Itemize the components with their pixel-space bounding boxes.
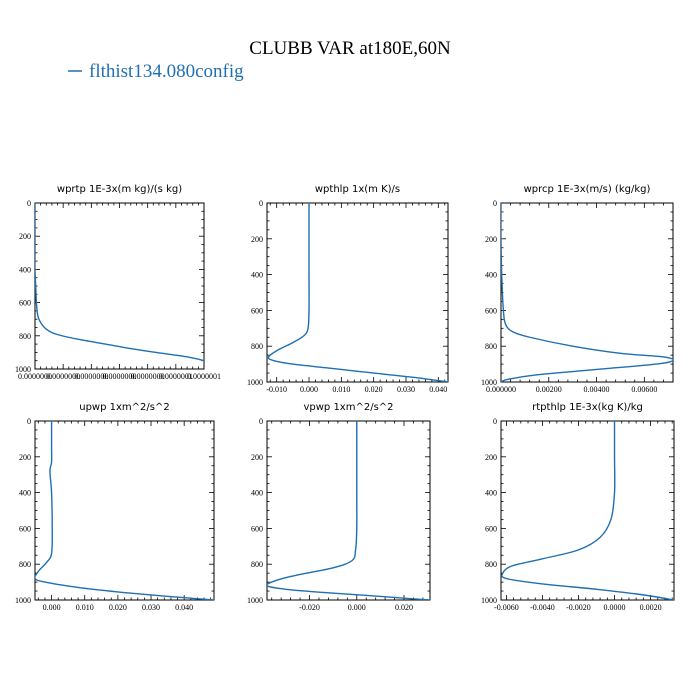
panel-title: rtpthlp 1E-3x(kg K)/kg — [532, 402, 643, 413]
panels: wprtp 1E-3x(m kg)/(s kg) 0 200 400 600 800 100… — [15, 184, 675, 612]
y-tick-label: 200 — [251, 235, 263, 244]
y-tick-label: 600 — [251, 306, 263, 315]
legend-label: flthist134.080config — [89, 61, 244, 82]
panel-1: wprtp 1E-3x(m kg)/(s kg) 0 200 400 600 800 100… — [15, 184, 221, 381]
x-tick-label: 0.020 — [109, 603, 127, 612]
panel-frame — [34, 420, 215, 601]
legend: flthist134.080config — [68, 61, 244, 82]
y-tick-label: 200 — [485, 453, 497, 462]
y-tick-label: 0 — [259, 199, 263, 208]
panel-title: vpwp 1xm^2/s^2 — [303, 402, 393, 413]
panel-title: wpthlp 1x(m K)/s — [315, 184, 400, 195]
x-tick-label: 0.000 — [348, 603, 366, 612]
x-tick-label: 0.00600 — [631, 385, 657, 394]
y-tick-label: 200 — [19, 453, 31, 462]
y-tick-label: 1000 — [15, 596, 31, 605]
panel-6: rtpthlp 1E-3x(kg K)/kg02004006008001000-… — [481, 402, 675, 612]
y-tick-label: 800 — [19, 560, 31, 569]
y-tick-label: 1000 — [481, 378, 497, 387]
panel-4: upwp 1xm^2/s^2 0 200 400 600 800 1000 0.000 0.01… — [15, 402, 215, 612]
series-line — [35, 421, 214, 600]
x-tick-label: 0.0000001 — [159, 372, 193, 381]
y-tick-label: 200 — [19, 232, 31, 241]
y-tick-label: 600 — [19, 524, 31, 533]
x-tick-label: 0.030 — [142, 603, 160, 612]
y-tick-label: 400 — [19, 265, 31, 274]
y-tick-label: 0 — [27, 417, 31, 426]
panel-3: wprcp 1E-3x(m/s) (kg/kg) 0 200 400 600 800 100… — [481, 184, 674, 394]
panel-title: upwp 1xm^2/s^2 — [79, 402, 169, 413]
x-tick-label: -0.0060 — [494, 603, 519, 612]
panel-2: wpthlp 1x(m K)/s 0 200 400 600 800 1000-0.010 0… — [247, 184, 449, 394]
y-tick-label: 600 — [485, 306, 497, 315]
y-tick-label: 200 — [485, 235, 497, 244]
y-tick-label: 400 — [19, 489, 31, 498]
y-tick-label: 800 — [485, 560, 497, 569]
x-tick-label: 0.0000000 — [131, 372, 165, 381]
panel-frame — [266, 420, 431, 601]
x-tick-label: 0.00200 — [536, 385, 562, 394]
x-tick-label: 0.000 — [300, 385, 318, 394]
x-tick-label: 0.0000000 — [18, 372, 52, 381]
x-tick-label: 0.040 — [429, 385, 447, 394]
x-tick-label: -0.0020 — [566, 603, 591, 612]
y-tick-label: 400 — [251, 489, 263, 498]
x-tick-label: 0.000000 — [486, 385, 516, 394]
x-tick-label: -0.0040 — [530, 603, 555, 612]
x-tick-label: 0.0000000 — [46, 372, 80, 381]
x-tick-label: 0.010 — [332, 385, 350, 394]
panel-5: vpwp 1xm^2/s^2 0 200 400 600 800 1000 -0.020 0.0… — [247, 402, 431, 612]
y-tick-label: 400 — [485, 489, 497, 498]
y-tick-label: 0 — [493, 199, 497, 208]
y-tick-label: 1000 — [15, 365, 31, 374]
y-tick-label: 800 — [251, 342, 263, 351]
y-tick-label: 400 — [485, 271, 497, 280]
series-line — [267, 203, 448, 382]
panel-title: wprtp 1E-3x(m kg)/(s kg) — [57, 184, 182, 195]
y-tick-label: 800 — [485, 342, 497, 351]
y-tick-label: 1000 — [481, 596, 497, 605]
x-tick-label: 0.010 — [76, 603, 94, 612]
x-tick-label: 0.0000000 — [103, 372, 137, 381]
panel-frame — [500, 420, 675, 601]
x-tick-label: 0.00400 — [584, 385, 610, 394]
y-tick-label: 0 — [27, 199, 31, 208]
y-tick-label: 400 — [251, 271, 263, 280]
panel-frame — [34, 202, 205, 370]
series-line — [501, 421, 674, 600]
x-tick-label: 0.000 — [43, 603, 61, 612]
series-line — [35, 203, 204, 364]
y-tick-label: 600 — [19, 299, 31, 308]
series-line — [267, 421, 430, 600]
x-tick-label: -0.010 — [266, 385, 287, 394]
figure-title: CLUBB VAR at180E,60N — [249, 38, 451, 59]
y-tick-label: 1000 — [247, 596, 263, 605]
y-tick-label: 0 — [259, 417, 263, 426]
series-line — [501, 203, 673, 382]
x-tick-label: 0.040 — [175, 603, 193, 612]
y-tick-label: 800 — [19, 332, 31, 341]
x-tick-label: 0.030 — [397, 385, 415, 394]
x-tick-label: 0.0000000 — [74, 372, 108, 381]
x-tick-label: -0.020 — [299, 603, 320, 612]
x-tick-label: 0.020 — [365, 385, 383, 394]
x-tick-label: 0.0000001 — [187, 372, 221, 381]
y-tick-label: 600 — [251, 524, 263, 533]
panel-title: wprcp 1E-3x(m/s) (kg/kg) — [524, 184, 651, 195]
y-tick-label: 800 — [251, 560, 263, 569]
y-tick-label: 1000 — [247, 378, 263, 387]
y-tick-label: 0 — [493, 417, 497, 426]
y-tick-label: 200 — [251, 453, 263, 462]
x-tick-label: 0.0000 — [604, 603, 626, 612]
x-tick-label: 0.020 — [395, 603, 413, 612]
panel-frame — [266, 202, 449, 383]
y-tick-label: 600 — [485, 524, 497, 533]
x-tick-label: 0.0020 — [640, 603, 662, 612]
